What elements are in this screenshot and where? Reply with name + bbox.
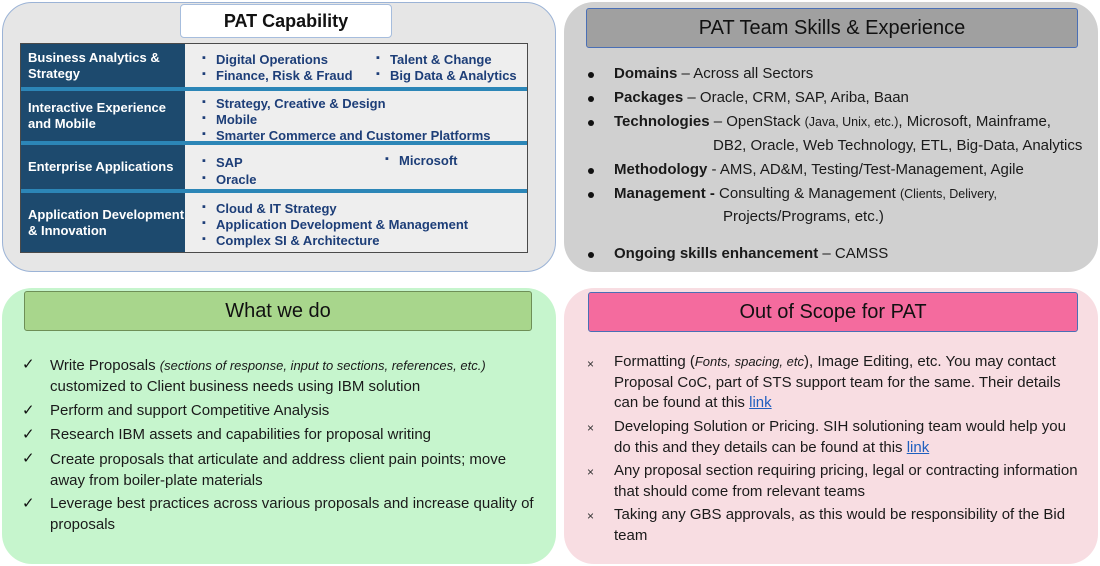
- capability-item: Application Development & Management: [202, 217, 468, 232]
- capability-item: Microsoft: [385, 153, 457, 168]
- checkmark-icon: ✓: [22, 402, 35, 419]
- capability-row-label: Interactive Experience and Mobile: [21, 91, 185, 141]
- capability-row-label: Enterprise Applications: [21, 145, 185, 189]
- row-divider: [21, 87, 527, 91]
- capability-item: Cloud & IT Strategy: [202, 201, 337, 216]
- capability-item: Complex SI & Architecture: [202, 233, 379, 248]
- team-skills-title: PAT Team Skills & Experience: [586, 8, 1078, 48]
- capability-item: Oracle: [202, 172, 257, 187]
- checkmark-icon: ✓: [22, 450, 35, 467]
- team-item-domains: Domains – Across all Sectors: [614, 65, 814, 82]
- capability-item: Talent & Change: [376, 52, 492, 67]
- capability-row: Enterprise Applications SAP Oracle Micro…: [21, 145, 527, 189]
- capability-row: Business Analytics & Strategy Digital Op…: [21, 44, 527, 87]
- bullet-icon: [588, 192, 594, 198]
- cross-icon: ×: [587, 509, 595, 523]
- capability-row-label: Application Development & Innovation: [21, 193, 185, 252]
- checkmark-icon: ✓: [22, 495, 35, 512]
- team-item-packages: Packages – Oracle, CRM, SAP, Ariba, Baan: [614, 89, 909, 106]
- team-item-management: Management - Consulting & Management (Cl…: [614, 185, 997, 202]
- capability-row-items: Digital Operations Finance, Risk & Fraud…: [185, 44, 527, 87]
- capability-row-items: SAP Oracle Microsoft: [185, 145, 527, 189]
- capability-item: Smarter Commerce and Customer Platforms: [202, 128, 491, 143]
- sih-team-link[interactable]: link: [906, 438, 930, 456]
- team-item-methodology: Methodology - AMS, AD&M, Testing/Test-Ma…: [614, 161, 1024, 178]
- bullet-icon: [588, 96, 594, 102]
- bullet-icon: [588, 72, 594, 78]
- bullet-icon: [588, 120, 594, 126]
- scope-item: Taking any GBS approvals, as this would …: [614, 506, 1066, 544]
- cross-icon: ×: [587, 421, 595, 435]
- checkmark-icon: ✓: [22, 426, 35, 443]
- capability-table: Business Analytics & Strategy Digital Op…: [20, 43, 528, 253]
- capability-item: Strategy, Creative & Design: [202, 96, 386, 111]
- out-of-scope-panel: [564, 288, 1098, 564]
- scope-item: Formatting (Fonts, spacing, etc), Image …: [614, 353, 1061, 411]
- capability-row-items: Strategy, Creative & Design Mobile Smart…: [185, 91, 527, 143]
- what-item: Write Proposals (sections of response, i…: [50, 357, 486, 395]
- what-we-do-panel: [2, 288, 556, 564]
- cross-icon: ×: [587, 357, 595, 371]
- what-item: Create proposals that articulate and add…: [50, 451, 507, 489]
- what-item: Leverage best practices across various p…: [50, 495, 534, 533]
- capability-item: Big Data & Analytics: [376, 68, 517, 83]
- team-item-ongoing: Ongoing skills enhancement – CAMSS: [614, 245, 889, 262]
- cross-icon: ×: [587, 465, 595, 479]
- capability-row-items: Cloud & IT Strategy Application Developm…: [185, 193, 527, 252]
- bullet-icon: [588, 168, 594, 174]
- scope-item: Developing Solution or Pricing. SIH solu…: [614, 418, 1066, 456]
- team-item-technologies: Technologies – OpenStack (Java, Unix, et…: [614, 113, 1051, 130]
- team-item-technologies-cont: DB2, Oracle, Web Technology, ETL, Big-Da…: [713, 137, 1083, 154]
- row-divider: [21, 141, 527, 145]
- what-item: Research IBM assets and capabilities for…: [50, 426, 432, 443]
- capability-title: PAT Capability: [180, 4, 392, 38]
- bullet-icon: [588, 252, 594, 258]
- capability-item: Mobile: [202, 112, 257, 127]
- team-item-management-cont: Projects/Programs, etc.): [723, 208, 884, 225]
- checkmark-icon: ✓: [22, 356, 35, 373]
- capability-row: Application Development & Innovation Clo…: [21, 193, 527, 252]
- out-of-scope-title: Out of Scope for PAT: [588, 292, 1078, 332]
- capability-row-label: Business Analytics & Strategy: [21, 44, 185, 87]
- scope-item: Any proposal section requiring pricing, …: [614, 462, 1078, 500]
- what-item: Perform and support Competitive Analysis: [50, 402, 330, 419]
- proposal-coc-link[interactable]: link: [749, 394, 772, 411]
- row-divider: [21, 189, 527, 193]
- capability-item: SAP: [202, 155, 243, 170]
- capability-item: Digital Operations: [202, 52, 328, 67]
- what-we-do-title: What we do: [24, 291, 532, 331]
- capability-item: Finance, Risk & Fraud: [202, 68, 353, 83]
- capability-row: Interactive Experience and Mobile Strate…: [21, 91, 527, 143]
